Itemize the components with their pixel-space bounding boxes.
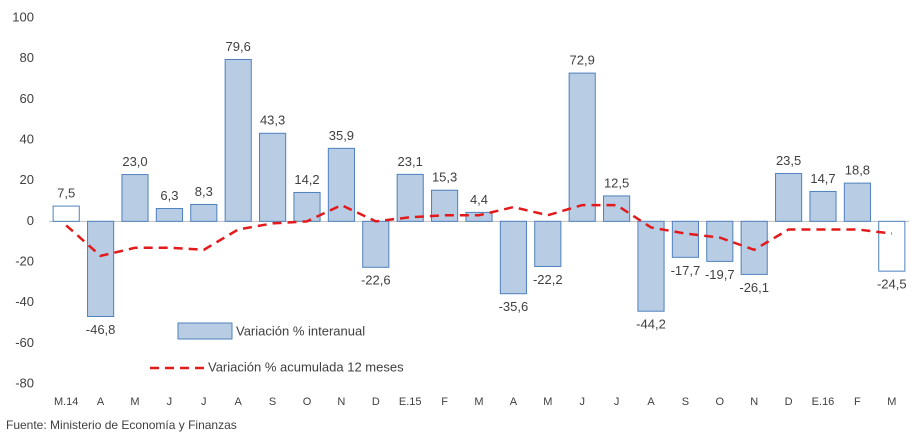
data-label: -17,7 [671,263,701,278]
x-tick-label: O [716,396,725,408]
y-tick-label: 20 [20,172,34,187]
bar [809,190,837,222]
bar [775,173,803,222]
bar [87,220,115,317]
data-label: 6,3 [160,188,178,203]
data-label: 7,5 [57,186,75,201]
x-tick-label: E.15 [399,396,422,408]
x-tick-label: M.14 [54,396,78,408]
data-label: 15,3 [432,170,457,185]
source: Fuente: Ministerio de Economía y Finanza… [6,418,237,432]
x-tick-label: N [750,396,758,408]
bar [740,220,768,275]
x-tick-label: D [785,396,793,408]
data-label: -44,2 [636,317,666,332]
legend-label: Variación % acumulada 12 meses [208,359,404,374]
y-tick-label: 40 [20,131,34,146]
bar [121,174,149,222]
x-tick-label: M [543,396,552,408]
x-tick-label: A [510,396,518,408]
x-tick-label: J [614,396,620,408]
data-label: 18,8 [845,163,870,178]
bar [637,220,665,312]
y-tick-label: 80 [20,50,34,65]
data-label: -19,7 [705,267,735,282]
bar [52,205,80,222]
x-tick-label: S [682,396,689,408]
y-tick-label: -60 [15,335,34,350]
x-tick-label: F [441,396,448,408]
data-label: -22,6 [361,273,391,288]
x-tick-label: N [337,396,345,408]
bar [293,191,321,222]
data-label: 79,6 [226,39,251,54]
bar [568,72,596,222]
y-tick-label: 60 [20,91,34,106]
x-tick-label: S [269,396,276,408]
bar [534,220,562,267]
x-tick-label: M [887,396,896,408]
data-label: -46,8 [86,322,116,337]
x-tick-label: O [303,396,312,408]
data-label: 23,0 [122,154,147,169]
data-label: 43,3 [260,113,285,128]
bar [843,182,871,222]
bar [396,173,424,222]
bar [603,195,631,222]
x-tick-label: D [372,396,380,408]
x-tick-label: F [854,396,861,408]
legend-label: Variación % interanual [236,323,365,338]
bar [224,58,252,222]
y-tick-label: -40 [15,294,34,309]
bar [671,220,699,258]
data-label: 72,9 [570,53,595,68]
data-label: 23,5 [776,153,801,168]
data-label: -26,1 [739,280,769,295]
data-label: 35,9 [329,128,354,143]
data-label: -24,5 [877,277,907,292]
data-label: 4,4 [470,192,488,207]
x-tick-label: J [167,396,173,408]
x-tick-label: A [97,396,105,408]
x-tick-label: M [130,396,139,408]
y-tick-label: 0 [27,213,34,228]
bar [499,220,527,295]
y-tick-label: -20 [15,253,34,268]
data-label: 14,2 [294,172,319,187]
x-tick-label: A [647,396,655,408]
legend-swatch [177,322,233,340]
data-label: -35,6 [499,299,529,314]
x-tick-label: M [474,396,483,408]
bar [259,132,287,222]
line [65,203,892,258]
data-label: -22,2 [533,272,563,287]
bar [465,211,493,222]
x-tick-label: E.16 [812,396,835,408]
bar [878,220,906,272]
data-label: 12,5 [604,175,629,190]
data-label: 8,3 [195,184,213,199]
data-label: 23,1 [398,154,423,169]
bar [155,208,183,222]
x-tick-label: A [235,396,243,408]
data-label: 14,7 [810,171,835,186]
x-tick-label: J [201,396,207,408]
y-tick-label: 100 [12,9,34,24]
bar [706,220,734,262]
bar [190,203,218,222]
y-tick-label: -80 [15,375,34,390]
bar [362,220,390,268]
x-tick-label: J [579,396,585,408]
